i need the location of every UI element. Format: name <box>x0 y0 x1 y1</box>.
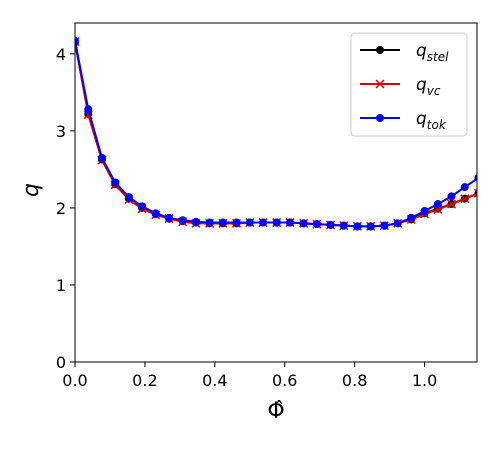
data-point-q_tok <box>339 221 348 230</box>
data-point-q_tok <box>165 213 174 222</box>
x-axis-label: Φ̂ <box>267 399 284 424</box>
data-point-q_tok <box>326 220 335 229</box>
x-tick-label: 0.6 <box>272 371 297 390</box>
data-point-q_vc <box>446 199 457 209</box>
data-point-q_tok <box>259 218 268 227</box>
x-tick-label: 0.0 <box>62 371 87 390</box>
data-point-q_tok <box>191 217 200 226</box>
x-tick-label: 0.8 <box>342 371 367 390</box>
data-point-q_tok <box>84 105 93 114</box>
data-point-q_tok <box>353 222 362 231</box>
data-point-q_tok <box>380 221 389 230</box>
x-axis: 0.0 0.2 0.4 0.6 0.8 1.0 <box>62 362 437 390</box>
data-point-q_tok <box>393 219 402 228</box>
data-point-q_tok <box>111 178 120 187</box>
data-point-q_tok <box>178 216 187 225</box>
data-point-q_tok <box>433 200 442 209</box>
y-tick-label: 2 <box>56 199 66 218</box>
data-point-q_tok <box>75 36 79 45</box>
data-point-q_tok <box>420 206 429 215</box>
y-tick-label: 3 <box>56 122 66 141</box>
x-tick-label: 0.2 <box>132 371 157 390</box>
data-point-q_vc <box>473 188 477 198</box>
data-point-q_tok <box>285 218 294 227</box>
data-point-q_tok <box>366 222 375 231</box>
data-point-q_tok <box>124 193 133 202</box>
data-point-q_tok <box>97 153 106 162</box>
data-point-q_tok <box>460 183 469 192</box>
data-point-q_tok <box>407 213 416 222</box>
legend-box <box>350 32 468 137</box>
data-point-q_tok <box>232 218 241 227</box>
y-tick-label: 4 <box>56 45 66 64</box>
series-q_tok <box>75 36 477 231</box>
data-point-q_tok <box>151 209 160 218</box>
y-axis-label: q <box>19 183 44 197</box>
plot-frame <box>74 22 478 363</box>
x-tick-label: 0.4 <box>202 371 227 390</box>
data-point-q_vc <box>460 194 470 204</box>
data-point-q_tok <box>312 220 321 229</box>
data-point-q_tok <box>205 218 214 227</box>
series-layer <box>75 36 477 231</box>
data-point-q_tok <box>272 218 281 227</box>
data-point-q_tok <box>474 174 477 182</box>
y-tick-label: 1 <box>56 276 66 295</box>
data-point-q_tok <box>447 192 456 201</box>
data-point-q_tok <box>138 202 147 211</box>
data-point-q_tok <box>245 218 254 227</box>
data-point-q_tok <box>299 219 308 228</box>
data-point-q_tok <box>218 218 227 227</box>
y-tick-label: 0 <box>56 353 66 372</box>
x-tick-label: 1.0 <box>412 371 437 390</box>
y-axis: 0 1 2 3 4 <box>56 45 75 372</box>
